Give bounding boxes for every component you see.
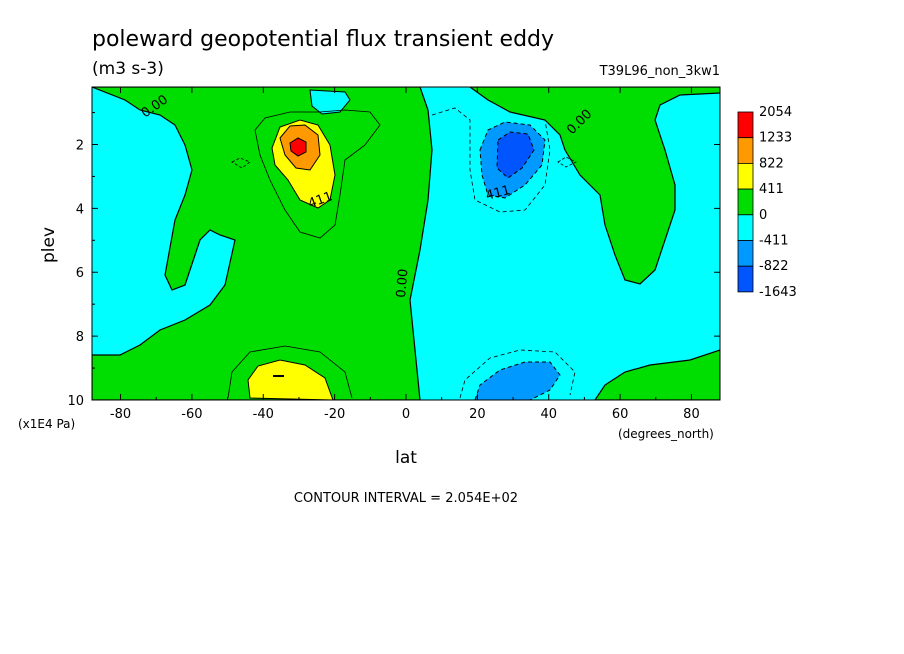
colorbar-label: 0 (759, 208, 767, 223)
y-axis: 2 4 6 8 10 (67, 112, 720, 409)
y-tick-label: 10 (67, 394, 84, 409)
x-tick-label: -80 (110, 407, 131, 422)
colorbar-swatch (737, 162, 754, 190)
small-dashed-contour-nh (557, 156, 577, 168)
y-units-label: (x1E4 Pa) (18, 417, 75, 431)
contour-label: 411 (484, 183, 512, 204)
dashed-contour-nh (431, 107, 551, 213)
y-tick-label: 2 (76, 138, 84, 153)
negative-patch-top (309, 89, 351, 115)
x-axis: -80 -60 -40 -20 0 20 40 60 80 (110, 87, 700, 422)
colorbar-swatch (737, 111, 754, 139)
colorbar-label: 2054 (759, 105, 792, 120)
contour-label: 0.00 (394, 268, 411, 298)
colorbar-label: -822 (759, 259, 789, 274)
y-tick-label: 4 (76, 202, 84, 217)
colorbar-label: 1233 (759, 131, 792, 146)
lobe-minus411-surface (474, 361, 561, 400)
x-tick-label: 80 (683, 407, 700, 422)
colorbar-label: -1643 (759, 285, 797, 300)
y-axis-label: plev (39, 227, 59, 263)
colorbar-label: -411 (759, 234, 789, 249)
positive-region-nh-surface (594, 349, 720, 400)
lobe-411-surface (247, 359, 334, 400)
positive-region-nh (468, 87, 720, 285)
thin-contour-sh (254, 109, 381, 239)
colorbar-swatch (737, 214, 754, 241)
x-tick-label: 0 (402, 407, 410, 422)
colorbar-swatch (737, 265, 754, 293)
lobe-minimum (496, 131, 535, 179)
colorbar-label: 411 (759, 182, 784, 197)
y-tick-label: 6 (76, 266, 84, 281)
x-tick-label: -60 (181, 407, 202, 422)
units-label: (m3 s-3) (92, 59, 164, 79)
colorbar-swatch (737, 240, 754, 267)
colorbar-swatch (737, 188, 754, 216)
x-axis-label: lat (395, 448, 417, 468)
plot-area: 0.00 411 0.00 411 0.00 (91, 86, 721, 401)
positive-region-sh (92, 87, 433, 400)
x-tick-label: 60 (612, 407, 629, 422)
colorbar: 2054 1233 822 411 0 -411 -822 -1643 (737, 105, 797, 300)
x-tick-label: 40 (540, 407, 557, 422)
y-tick-label: 8 (76, 330, 84, 345)
x-units-label: (degrees_north) (618, 427, 714, 441)
small-dashed-contour (231, 157, 251, 169)
colorbar-swatch (737, 137, 754, 164)
lobe-maximum (289, 137, 307, 157)
x-tick-label: 20 (469, 407, 486, 422)
thin-contour-sh-surface (227, 345, 353, 399)
x-tick-label: -20 (324, 407, 345, 422)
colorbar-label: 822 (759, 156, 784, 171)
dataset-label: T39L96_non_3kw1 (599, 64, 720, 79)
contour-interval-label: CONTOUR INTERVAL = 2.054E+02 (294, 491, 518, 506)
x-tick-label: -40 (253, 407, 274, 422)
chart-title: poleward geopotential flux transient edd… (92, 27, 554, 52)
